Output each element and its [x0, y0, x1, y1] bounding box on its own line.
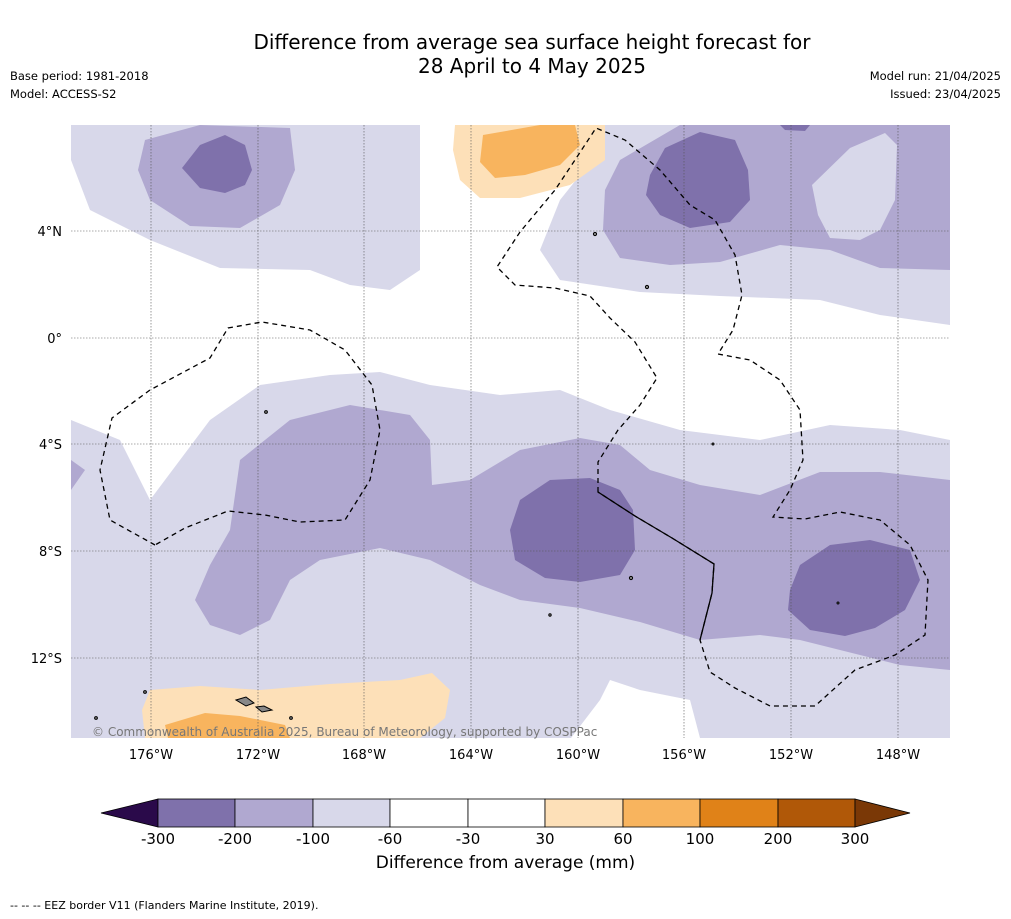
copyright-text: © Commonwealth of Australia 2025, Bureau…	[92, 725, 597, 739]
colorbar-swatch	[622, 798, 701, 828]
lat-tick-label: 4°N	[38, 225, 63, 240]
anomaly-band-neg200-100	[788, 540, 920, 636]
lon-tick-label: 168°W	[342, 748, 386, 763]
atoll	[711, 442, 715, 446]
atoll	[548, 613, 552, 617]
atoll	[264, 410, 268, 414]
lat-tick-label: 0°	[47, 332, 62, 347]
colorbar-tick-label: -60	[378, 830, 403, 848]
samoa-island	[234, 696, 256, 707]
colorbar-tick-label: 100	[686, 830, 715, 848]
lon-tick-label: 148°W	[876, 748, 920, 763]
maritime-boundary	[597, 491, 715, 641]
eez-border	[496, 127, 929, 707]
lat-tick-label: 8°S	[39, 545, 62, 560]
anomaly-band-neg200-100	[646, 132, 750, 228]
colorbar-tick-label: 300	[841, 830, 870, 848]
base-period-text: Base period: 1981-2018	[10, 69, 149, 83]
colorbar-tick-label: 60	[613, 830, 632, 848]
atoll	[143, 690, 147, 694]
model-run-text: Model run: 21/04/2025	[869, 69, 1001, 83]
anomaly-band-neg200-100	[510, 478, 635, 582]
islands	[94, 231, 840, 720]
lon-ticks: 176°W 172°W 168°W 164°W 160°W 156°W 152°…	[129, 748, 920, 763]
colorbar-swatch	[544, 798, 624, 828]
anomaly-band-neg200-100	[780, 125, 810, 131]
colorbar-swatch	[467, 798, 546, 828]
meta-left: Base period: 1981-2018 Model: ACCESS-S2	[10, 67, 149, 103]
atoll	[289, 716, 293, 720]
atoll	[644, 284, 650, 290]
colorbar-tick-label: -200	[218, 830, 252, 848]
eez-borders	[99, 127, 929, 707]
anomaly-band-neg100-60	[71, 460, 85, 490]
model-text: Model: ACCESS-S2	[10, 87, 117, 101]
colorbar-swatch	[699, 798, 779, 828]
colorbar-label: Difference from average (mm)	[375, 853, 636, 873]
eez-footnote: -- -- -- EEZ border V11 (Flanders Marine…	[10, 899, 319, 912]
colorbar-tick-label: 30	[535, 830, 554, 848]
lon-tick-label: 152°W	[769, 748, 813, 763]
colorbar-tick-label: -100	[296, 830, 330, 848]
anomaly-band-neg200-100	[182, 135, 252, 193]
samoa-island	[254, 705, 274, 713]
atoll	[592, 231, 598, 237]
meta-right: Model run: 21/04/2025 Issued: 23/04/2025	[870, 67, 1001, 103]
lon-tick-label: 164°W	[449, 748, 493, 763]
colorbar-swatch	[312, 798, 391, 828]
anomaly-band-pos60-100	[480, 125, 580, 178]
issued-text: Issued: 23/04/2025	[890, 87, 1001, 101]
colorbar	[100, 798, 911, 828]
anomaly-band-neg60-30	[812, 133, 897, 240]
colorbar-swatch	[389, 798, 469, 828]
graticule	[71, 125, 950, 738]
lat-ticks: 4°N 0° 4°S 8°S 12°S	[31, 225, 62, 667]
lon-tick-label: 172°W	[236, 748, 280, 763]
atoll	[94, 716, 98, 720]
contour-fills	[71, 125, 950, 738]
colorbar-ticks: -300 -200 -100 -60 -30 30 60 100 200 300	[141, 830, 869, 848]
colorbar-extend-high	[854, 798, 911, 828]
colorbar-tick-label: 200	[764, 830, 793, 848]
colorbar-swatch	[234, 798, 314, 828]
atoll	[836, 601, 840, 605]
lon-tick-label: 176°W	[129, 748, 173, 763]
colorbar-swatch	[777, 798, 856, 828]
atoll	[628, 575, 634, 581]
colorbar-tick-label: -30	[456, 830, 481, 848]
colorbar-extend-low	[100, 798, 159, 828]
colorbar-swatch	[157, 798, 236, 828]
colorbar-tick-label: -300	[141, 830, 175, 848]
lon-tick-label: 156°W	[662, 748, 706, 763]
map-title: Difference from average sea surface heig…	[253, 30, 811, 78]
lat-tick-label: 12°S	[31, 652, 62, 667]
eez-border	[99, 321, 381, 546]
lon-tick-label: 160°W	[556, 748, 600, 763]
anomaly-band-pos60-100	[165, 713, 290, 738]
lat-tick-label: 4°S	[39, 438, 62, 453]
